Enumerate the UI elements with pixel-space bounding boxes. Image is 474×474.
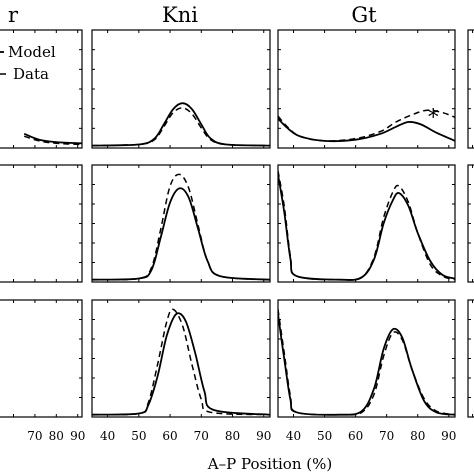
data-curve-r2-c3 bbox=[278, 170, 455, 281]
x-axis-label: A–P Position (%) bbox=[207, 455, 332, 473]
x-tick-label-mid: 70 bbox=[194, 429, 209, 443]
panel-frame-r2-c2 bbox=[91, 164, 271, 283]
x-tick-label-mid: 60 bbox=[162, 429, 177, 443]
legend-data-label: Data bbox=[13, 65, 49, 83]
x-tick-label-left: 70 bbox=[27, 429, 42, 443]
panel-frame-r3-c3 bbox=[277, 299, 456, 418]
data-curve-r1-c1 bbox=[23, 135, 82, 146]
x-tick-label-right: 50 bbox=[317, 429, 332, 443]
x-tick-label-right: 60 bbox=[348, 429, 363, 443]
x-tick-label-right: 90 bbox=[441, 429, 456, 443]
panel-frame-r3-c2 bbox=[91, 299, 271, 418]
x-tick-label-mid: 90 bbox=[256, 429, 271, 443]
panel-frame-r3-c1 bbox=[0, 299, 83, 418]
panel-frames bbox=[0, 29, 474, 418]
model-curve-r2-c2 bbox=[92, 187, 270, 281]
data-curve-r1-c2 bbox=[92, 107, 270, 147]
model-curve-r2-c3 bbox=[278, 174, 455, 281]
model-curve-r3-c3 bbox=[278, 313, 455, 416]
panel-title-gt: Gt bbox=[351, 3, 377, 27]
model-curve-r1-c2 bbox=[92, 102, 270, 147]
x-tick-label-right: 40 bbox=[286, 429, 301, 443]
partial-panel-title: r bbox=[8, 3, 19, 27]
panel-frame-r2-c3 bbox=[277, 164, 456, 283]
model-curve-r1-c1 bbox=[23, 132, 82, 145]
x-tick-label-mid: 50 bbox=[131, 429, 146, 443]
x-tick-label-left: 90 bbox=[70, 429, 85, 443]
data-curve-r3-c3 bbox=[278, 309, 455, 416]
panel-frame-r1-c3 bbox=[277, 29, 456, 149]
x-tick-label-right: 70 bbox=[379, 429, 394, 443]
x-tick-label-mid: 40 bbox=[100, 429, 115, 443]
legend-model-label: Model bbox=[8, 43, 56, 61]
x-tick-label-right: 80 bbox=[410, 429, 425, 443]
panel-frame-r2-c1 bbox=[0, 164, 83, 283]
data-curve-r2-c2 bbox=[92, 173, 270, 281]
x-tick-label-mid: 80 bbox=[225, 429, 240, 443]
star-annotation: * bbox=[428, 105, 439, 129]
panel-frame-r1-c2 bbox=[91, 29, 271, 149]
curve-layer bbox=[0, 51, 455, 416]
model-curve-r3-c2 bbox=[92, 312, 270, 416]
tick-layer: 70 80 90 40 50 60 70 80 90 40 50 60 70 80 90 bbox=[27, 429, 456, 443]
panel-title-kni: Kni bbox=[162, 3, 198, 27]
data-curve-r1-c3 bbox=[278, 109, 455, 142]
x-tick-label-left: 80 bbox=[49, 429, 64, 443]
data-curve-r3-c2 bbox=[92, 308, 270, 416]
